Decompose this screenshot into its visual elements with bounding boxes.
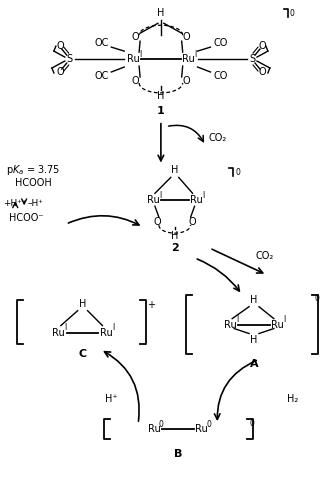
Text: 1: 1 bbox=[157, 106, 165, 116]
Text: O: O bbox=[56, 67, 64, 77]
Text: Ru: Ru bbox=[190, 196, 203, 205]
Text: 0: 0 bbox=[290, 9, 295, 18]
Text: I: I bbox=[112, 323, 114, 332]
Text: O: O bbox=[258, 67, 266, 77]
Text: S: S bbox=[249, 54, 255, 64]
Text: O: O bbox=[183, 76, 190, 86]
Text: H: H bbox=[157, 91, 165, 101]
Text: CO₂: CO₂ bbox=[208, 132, 227, 142]
Text: H: H bbox=[171, 166, 178, 175]
Text: B: B bbox=[174, 449, 182, 459]
Text: Ru: Ru bbox=[52, 328, 65, 338]
Text: O: O bbox=[189, 217, 196, 227]
Text: I: I bbox=[194, 50, 197, 58]
Text: Ru: Ru bbox=[100, 328, 113, 338]
Text: Ru: Ru bbox=[224, 320, 237, 330]
Text: Ru: Ru bbox=[127, 54, 139, 64]
Text: O: O bbox=[183, 32, 190, 42]
Text: Ru: Ru bbox=[195, 424, 208, 434]
Text: HCOO⁻: HCOO⁻ bbox=[9, 213, 44, 223]
Text: H: H bbox=[250, 336, 258, 345]
Text: –H⁺: –H⁺ bbox=[27, 199, 43, 208]
Text: A: A bbox=[250, 360, 258, 370]
Text: 0: 0 bbox=[158, 420, 163, 428]
Text: O: O bbox=[131, 76, 139, 86]
Text: HCOOH: HCOOH bbox=[15, 178, 52, 188]
Text: I: I bbox=[65, 323, 67, 332]
Text: H⁺: H⁺ bbox=[105, 394, 118, 404]
Text: Ru: Ru bbox=[147, 424, 160, 434]
Text: I: I bbox=[159, 191, 161, 200]
Text: H: H bbox=[250, 294, 258, 304]
Text: CO: CO bbox=[213, 38, 228, 48]
Text: O: O bbox=[131, 32, 139, 42]
Text: H: H bbox=[171, 231, 178, 241]
Text: Ru: Ru bbox=[182, 54, 195, 64]
Text: H: H bbox=[157, 8, 165, 18]
Text: CO: CO bbox=[213, 71, 228, 81]
Text: H: H bbox=[79, 298, 86, 308]
Text: OC: OC bbox=[94, 71, 109, 81]
Text: +: + bbox=[147, 300, 155, 310]
Text: O: O bbox=[153, 217, 161, 227]
Text: 0: 0 bbox=[315, 294, 319, 303]
Text: CO₂: CO₂ bbox=[255, 251, 273, 261]
Text: O: O bbox=[56, 41, 64, 51]
Text: C: C bbox=[79, 350, 87, 360]
Text: Ru: Ru bbox=[271, 320, 284, 330]
Text: I: I bbox=[284, 315, 286, 324]
Text: +H⁺: +H⁺ bbox=[3, 199, 22, 208]
Text: 0: 0 bbox=[249, 418, 254, 428]
Text: OC: OC bbox=[94, 38, 109, 48]
Text: 2: 2 bbox=[171, 243, 179, 253]
Text: I: I bbox=[236, 315, 238, 324]
Text: p$\mathit{K}$$_a$ = 3.75: p$\mathit{K}$$_a$ = 3.75 bbox=[6, 164, 60, 177]
Text: Ru: Ru bbox=[147, 196, 159, 205]
Text: I: I bbox=[139, 50, 141, 58]
Text: 0: 0 bbox=[235, 168, 240, 177]
Text: I: I bbox=[202, 191, 204, 200]
Text: 0: 0 bbox=[206, 420, 211, 428]
Text: O: O bbox=[258, 41, 266, 51]
Text: H₂: H₂ bbox=[287, 394, 298, 404]
Text: S: S bbox=[67, 54, 73, 64]
